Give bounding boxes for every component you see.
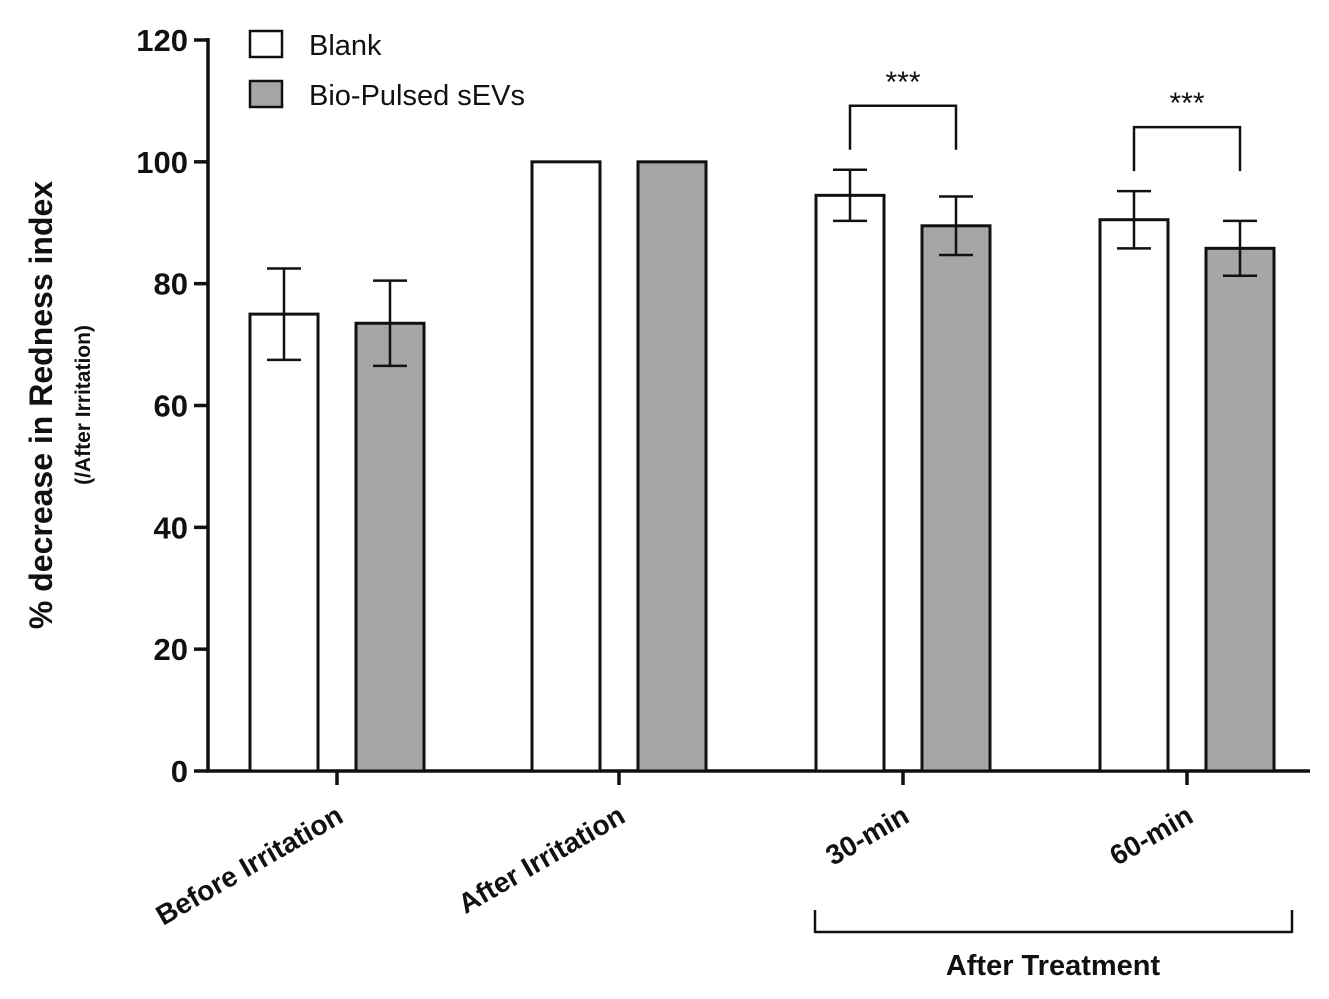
y-tick-label: 120 [136, 23, 188, 58]
plot-area: 0 20 40 60 80 100 120 Before Irritation After Ir… [136, 23, 1310, 931]
bar-sevs [1204, 246, 1276, 773]
legend-label-blank: Blank [309, 30, 382, 62]
group-bracket: After Treatment [813, 910, 1294, 982]
legend-swatch-sevs [248, 79, 284, 109]
bar-sevs [636, 160, 708, 773]
y-tick-label: 20 [154, 632, 188, 667]
bar-blank [814, 193, 886, 773]
bar-sevs [354, 321, 426, 773]
y-tick-label: 40 [154, 510, 188, 545]
x-tick-label: Before Irritation [151, 799, 348, 931]
significance-bracket [1132, 125, 1242, 172]
x-tick-label: 30-min [820, 799, 914, 871]
significance-bracket [848, 104, 958, 150]
bar-blank [530, 160, 602, 773]
bar-blank [1098, 218, 1170, 773]
y-tick-label: 60 [154, 389, 188, 424]
x-tick-label: After Irritation [453, 799, 630, 919]
significance-label: *** [885, 66, 920, 99]
legend-label-sevs: Bio-Pulsed sEVs [309, 80, 525, 112]
x-tick-label: 60-min [1104, 799, 1198, 871]
group-label-after-treatment: After Treatment [946, 950, 1161, 982]
legend: Blank Bio-Pulsed sEVs [248, 29, 525, 112]
significance-label: *** [1169, 87, 1204, 120]
bar-sevs [920, 224, 992, 773]
legend-swatch-blank [248, 29, 284, 59]
y-axis-sublabel: (/After Irritation) [72, 325, 95, 485]
y-axis-label: % decrease in Redness index [23, 181, 59, 629]
y-tick-label: 80 [154, 267, 188, 302]
y-tick-label: 0 [171, 754, 188, 789]
y-tick-label: 100 [136, 145, 188, 180]
bar-blank [248, 312, 320, 773]
